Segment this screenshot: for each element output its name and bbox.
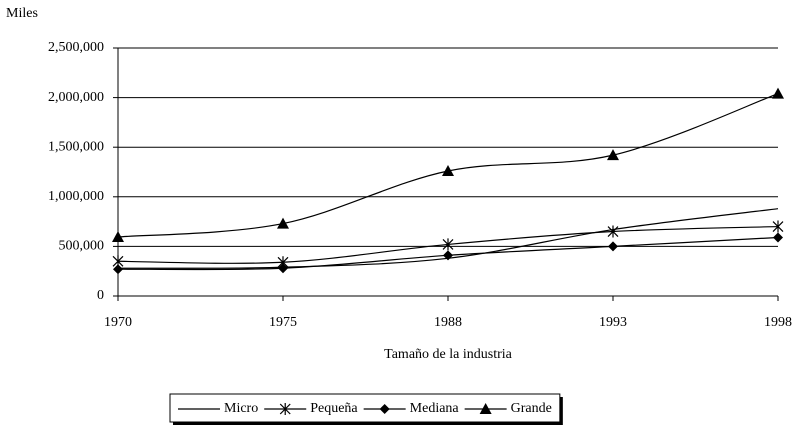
x-tick-label: 1975 (269, 315, 297, 330)
marker (479, 403, 492, 414)
marker (772, 220, 784, 233)
x-axis-label: Tamaño de la industria (384, 347, 512, 362)
marker (113, 264, 123, 275)
marker (607, 225, 619, 238)
marker (277, 217, 289, 229)
legend-label: Micro (224, 401, 258, 416)
legend-label: Pequeña (310, 401, 358, 416)
x-tick-label: 1970 (104, 315, 132, 330)
marker (279, 403, 291, 415)
legend-label: Grande (511, 401, 552, 416)
marker (112, 230, 124, 242)
marker (443, 250, 453, 261)
x-tick-label: 1998 (764, 315, 792, 330)
y-tick-label: 0 (97, 288, 104, 303)
y-tick-label: 1,500,000 (48, 139, 104, 154)
marker (278, 263, 288, 274)
x-tick-label: 1993 (599, 315, 627, 330)
marker (608, 241, 618, 252)
marker (772, 87, 784, 99)
legend-box (169, 393, 561, 423)
y-tick-label: 500,000 (59, 239, 105, 254)
marker (607, 149, 619, 161)
marker (773, 232, 783, 243)
y-tick-label: 2,500,000 (48, 40, 104, 55)
y-tick-label: 1,000,000 (48, 189, 104, 204)
marker (442, 165, 454, 177)
marker (379, 404, 390, 414)
x-tick-label: 1988 (434, 315, 462, 330)
legend-label: Mediana (410, 401, 460, 416)
y-tick-label: 2,000,000 (48, 90, 104, 105)
marker (442, 238, 454, 251)
y-axis-label: Miles (6, 6, 38, 21)
legend: Micro Pequeña Mediana Grande (169, 393, 563, 425)
